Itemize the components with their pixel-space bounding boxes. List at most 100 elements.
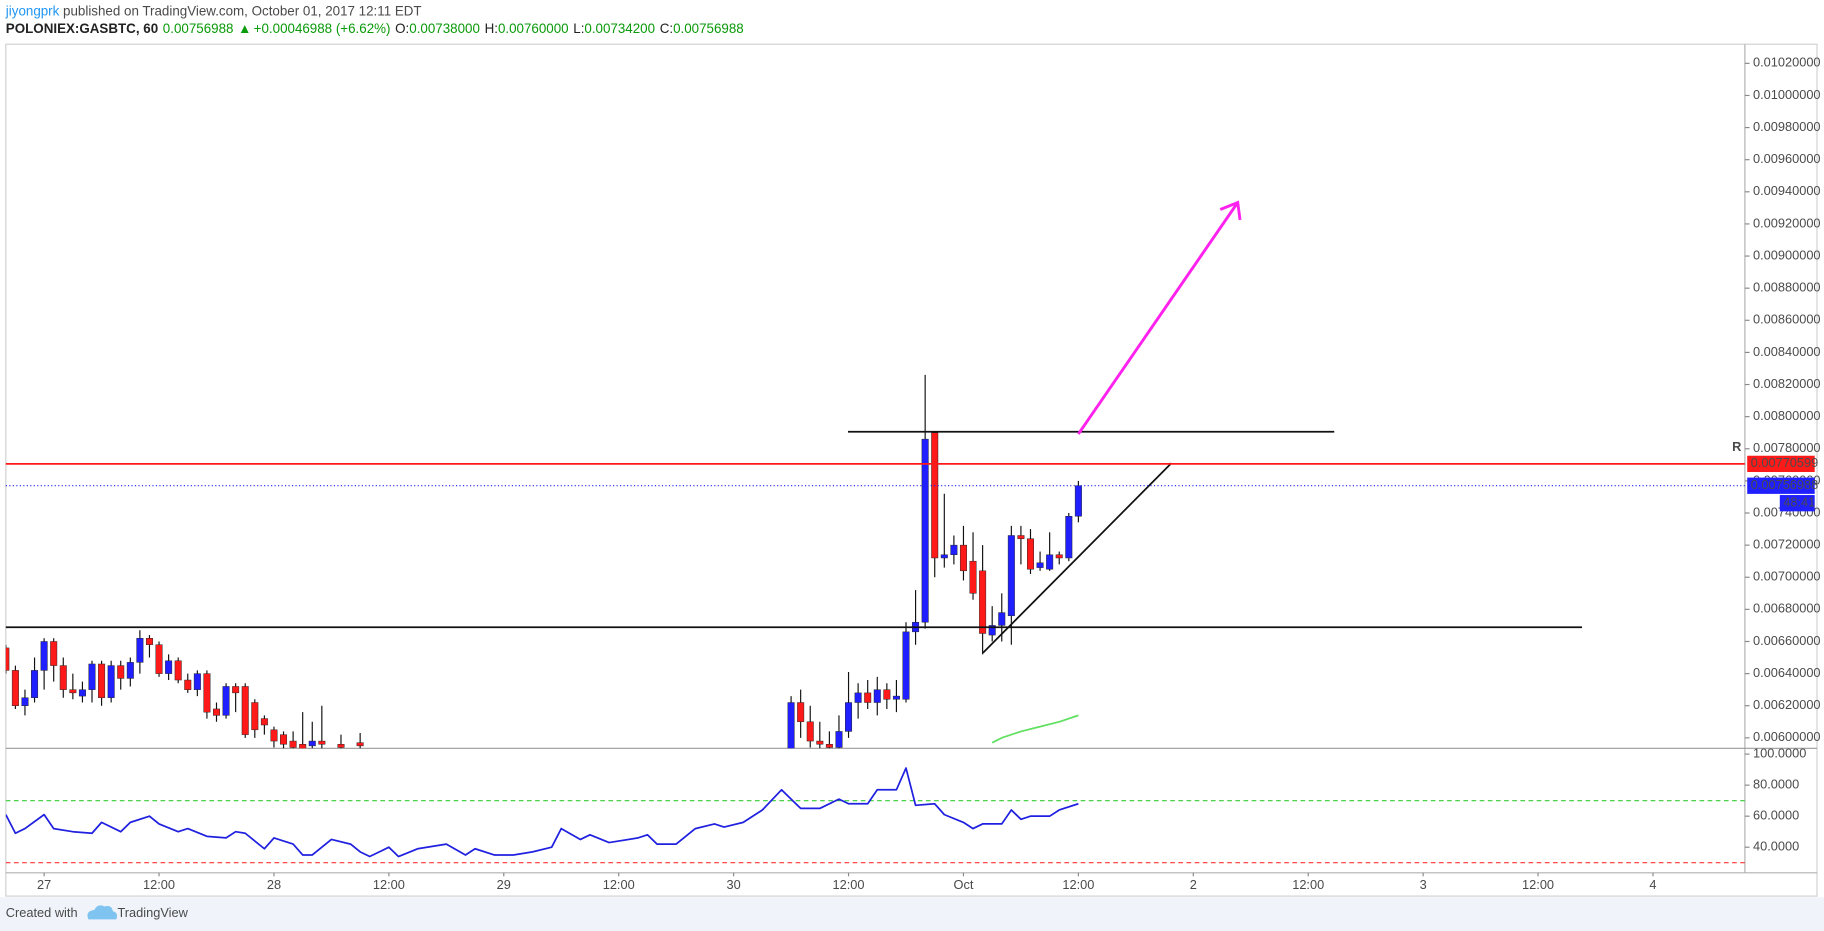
- candle-body: [845, 702, 853, 732]
- candle-body: [816, 740, 824, 745]
- price-tag-marker: R: [1732, 439, 1741, 454]
- y-tick-label: 0.00780000: [1753, 440, 1821, 455]
- x-tick-label: 12:00: [833, 877, 865, 892]
- published: published on TradingView.com, October 01…: [59, 3, 421, 18]
- y-tick-label: 0.00860000: [1753, 312, 1821, 327]
- candle-body: [1027, 538, 1034, 570]
- candle-body: [940, 554, 948, 559]
- rsi-tick-label: 40.0000: [1753, 839, 1799, 854]
- candle-body: [213, 708, 220, 716]
- candle-body: [337, 744, 345, 748]
- low-label: L:: [573, 21, 584, 36]
- candle-body: [155, 644, 163, 674]
- candle-body: [921, 438, 929, 623]
- candle-body: [184, 679, 192, 690]
- candle-body: [11, 670, 19, 706]
- rsi-tick-label: 60.0000: [1753, 808, 1799, 823]
- y-tick-label: 0.00880000: [1753, 280, 1821, 295]
- price-pane: [5, 374, 1082, 749]
- candle-body: [356, 742, 364, 747]
- candle-body: [308, 740, 316, 747]
- candle-body: [950, 544, 958, 556]
- candle-body: [193, 673, 201, 690]
- price-tag: [1747, 477, 1815, 494]
- y-tick-label: 0.00920000: [1753, 215, 1821, 230]
- open-label: O:: [395, 21, 409, 36]
- candle-body: [289, 740, 297, 748]
- high-value: 0.00760000: [498, 21, 569, 36]
- candle-body: [979, 570, 987, 634]
- candle-body: [318, 740, 326, 745]
- candle-body: [260, 718, 268, 726]
- candle-body: [136, 638, 144, 663]
- y-tick-label: 0.00980000: [1753, 119, 1821, 134]
- arrow-head: [1219, 200, 1242, 221]
- y-tick-label: 0.01020000: [1753, 55, 1821, 70]
- candle-body: [1036, 562, 1044, 568]
- created-with: Created with: [6, 905, 78, 920]
- candle-body: [78, 689, 86, 697]
- candle-body: [902, 631, 910, 700]
- candle-body: [69, 689, 77, 694]
- candle-body: [222, 686, 230, 716]
- y-tick-label: 0.00600000: [1753, 729, 1821, 744]
- close-value: 0.00756988: [673, 21, 744, 36]
- x-tick-label: 12:00: [1522, 877, 1554, 892]
- price-tag: [1747, 455, 1815, 473]
- open-value: 0.00738000: [409, 21, 480, 36]
- legend-line: POLONIEX:GASBTC, 60 0.00756988 ▲ +0.0004698…: [6, 21, 744, 36]
- price-tag-label: 0.00770599: [1751, 455, 1819, 470]
- candle-body: [40, 641, 48, 671]
- candle-body: [107, 665, 115, 698]
- moving-average: [991, 714, 1079, 744]
- rsi-tick-label: 100.0000: [1753, 745, 1806, 760]
- author[interactable]: jiyongprk: [5, 3, 60, 18]
- candle-body: [126, 662, 134, 679]
- y-tick-label: 0.00900000: [1753, 247, 1821, 262]
- candle-body: [825, 744, 833, 748]
- high-label: H:: [485, 21, 498, 36]
- candle-body: [251, 702, 259, 731]
- y-tick-label: 0.00660000: [1753, 633, 1821, 648]
- x-tick-label: Oct: [954, 877, 974, 892]
- y-tick-label: 0.00720000: [1753, 537, 1821, 552]
- candle-body: [165, 660, 173, 674]
- candle-body: [59, 665, 67, 690]
- brand-logo[interactable]: [87, 905, 117, 920]
- candle-body: [1074, 485, 1082, 517]
- footer-bar: [0, 897, 1824, 931]
- y-tick-label: 0.00820000: [1753, 376, 1821, 391]
- trend-line[interactable]: [982, 462, 1173, 654]
- x-tick-label: 28: [267, 877, 281, 892]
- candle-body: [998, 612, 1006, 626]
- candle-body: [988, 625, 996, 636]
- candle-body: [232, 686, 240, 694]
- publish-line: jiyongprk published on TradingView.com, …: [5, 3, 422, 18]
- candle-body: [270, 729, 278, 742]
- brand-name[interactable]: TradingView: [117, 905, 188, 920]
- candle-body: [959, 544, 967, 572]
- candle-body: [797, 702, 805, 723]
- x-tick-label: 12:00: [143, 877, 175, 892]
- candle-body: [203, 673, 211, 713]
- x-tick-label: 30: [727, 877, 741, 892]
- target-arrow[interactable]: [1077, 201, 1239, 435]
- candle-body: [892, 695, 900, 700]
- x-tick-label: 27: [37, 877, 51, 892]
- last-price: 0.00756988: [163, 21, 234, 36]
- candle-body: [931, 432, 939, 559]
- y-tick-label: 0.00640000: [1753, 665, 1821, 680]
- rsi-pane: [5, 767, 1745, 864]
- candle-body: [241, 686, 249, 735]
- y-tick-label: 0.00620000: [1753, 697, 1821, 712]
- candle-body: [854, 692, 862, 703]
- x-tick-label: 12:00: [1062, 877, 1094, 892]
- candle-body: [864, 692, 872, 703]
- y-tick-label: 0.00840000: [1753, 344, 1821, 359]
- candle-body: [1017, 535, 1025, 539]
- candle-body: [1065, 515, 1073, 559]
- y-tick-label: 0.00700000: [1753, 569, 1821, 584]
